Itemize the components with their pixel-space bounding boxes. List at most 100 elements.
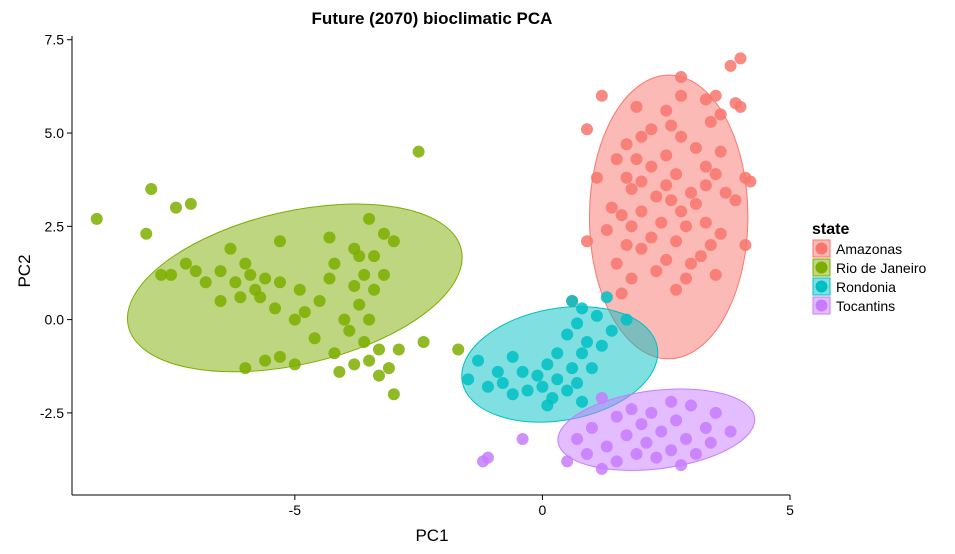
point-1 xyxy=(179,257,192,270)
point-0 xyxy=(630,153,643,166)
point-1 xyxy=(90,212,103,225)
point-0 xyxy=(704,238,717,251)
point-2 xyxy=(462,373,475,386)
point-0 xyxy=(650,265,663,278)
point-3 xyxy=(655,425,668,438)
point-0 xyxy=(675,89,688,102)
point-0 xyxy=(724,59,737,72)
point-1 xyxy=(343,324,356,337)
point-2 xyxy=(472,354,485,367)
point-3 xyxy=(704,436,717,449)
point-0 xyxy=(660,104,673,117)
point-1 xyxy=(333,365,346,378)
point-3 xyxy=(620,429,633,442)
point-2 xyxy=(595,339,608,352)
point-0 xyxy=(635,205,648,218)
point-0 xyxy=(625,220,638,233)
legend-title: state xyxy=(812,221,849,238)
point-1 xyxy=(199,276,212,289)
point-2 xyxy=(506,388,519,401)
point-2 xyxy=(561,328,574,341)
point-3 xyxy=(684,399,697,412)
point-1 xyxy=(165,268,178,281)
point-0 xyxy=(580,123,593,136)
point-0 xyxy=(645,231,658,244)
point-3 xyxy=(689,447,702,460)
point-0 xyxy=(580,235,593,248)
point-1 xyxy=(214,265,227,278)
point-2 xyxy=(600,291,613,304)
point-1 xyxy=(254,291,267,304)
point-2 xyxy=(605,324,618,337)
point-3 xyxy=(709,406,722,419)
point-3 xyxy=(724,425,737,438)
point-0 xyxy=(719,186,732,199)
point-1 xyxy=(155,268,168,281)
point-0 xyxy=(689,197,702,210)
point-1 xyxy=(273,276,286,289)
point-2 xyxy=(571,317,584,330)
point-0 xyxy=(684,257,697,270)
y-tick-label: 7.5 xyxy=(45,32,65,48)
point-1 xyxy=(308,332,321,345)
point-1 xyxy=(298,306,311,319)
point-0 xyxy=(665,194,678,207)
point-0 xyxy=(635,242,648,255)
point-2 xyxy=(541,399,554,412)
point-2 xyxy=(585,362,598,375)
point-0 xyxy=(655,216,668,229)
point-0 xyxy=(739,238,752,251)
point-3 xyxy=(580,447,593,460)
point-1 xyxy=(259,354,272,367)
point-0 xyxy=(625,183,638,195)
point-0 xyxy=(689,141,702,154)
point-1 xyxy=(224,242,237,255)
point-1 xyxy=(358,268,371,281)
point-1 xyxy=(368,250,381,263)
point-0 xyxy=(680,220,693,233)
point-3 xyxy=(670,414,683,427)
point-1 xyxy=(239,257,252,270)
point-0 xyxy=(660,149,673,162)
legend-label-3: Tocantins xyxy=(836,298,895,314)
point-2 xyxy=(566,362,579,375)
point-1 xyxy=(368,283,381,296)
point-2 xyxy=(576,395,589,408)
point-3 xyxy=(665,395,678,408)
point-0 xyxy=(635,130,648,143)
point-1 xyxy=(417,336,430,348)
point-1 xyxy=(184,197,197,210)
axes: -5 0 5 -2.5 0.0 2.5 5.0 7.5 xyxy=(40,32,794,518)
legend-key-dot-3 xyxy=(815,299,828,312)
point-3 xyxy=(699,421,712,434)
point-0 xyxy=(744,175,757,188)
x-tick-label: -5 xyxy=(289,502,302,518)
point-0 xyxy=(694,250,707,263)
point-0 xyxy=(625,272,638,285)
point-1 xyxy=(239,362,252,375)
point-1 xyxy=(273,235,286,248)
point-0 xyxy=(620,138,633,151)
point-1 xyxy=(189,265,202,278)
point-0 xyxy=(709,168,722,181)
point-2 xyxy=(481,380,494,393)
point-1 xyxy=(377,227,390,240)
x-axis-label: PC1 xyxy=(415,526,448,545)
point-0 xyxy=(610,257,623,270)
point-2 xyxy=(496,377,509,390)
point-0 xyxy=(670,283,683,296)
point-3 xyxy=(675,459,688,472)
point-3 xyxy=(680,433,693,446)
y-tick-label: 5.0 xyxy=(45,125,65,141)
point-3 xyxy=(595,391,608,404)
point-2 xyxy=(521,384,534,397)
point-1 xyxy=(259,272,272,285)
point-3 xyxy=(610,455,623,468)
point-1 xyxy=(214,294,227,307)
point-2 xyxy=(566,294,579,307)
x-tick-label: 0 xyxy=(539,502,547,518)
point-0 xyxy=(699,179,712,192)
point-0 xyxy=(610,153,623,166)
point-0 xyxy=(680,272,693,285)
